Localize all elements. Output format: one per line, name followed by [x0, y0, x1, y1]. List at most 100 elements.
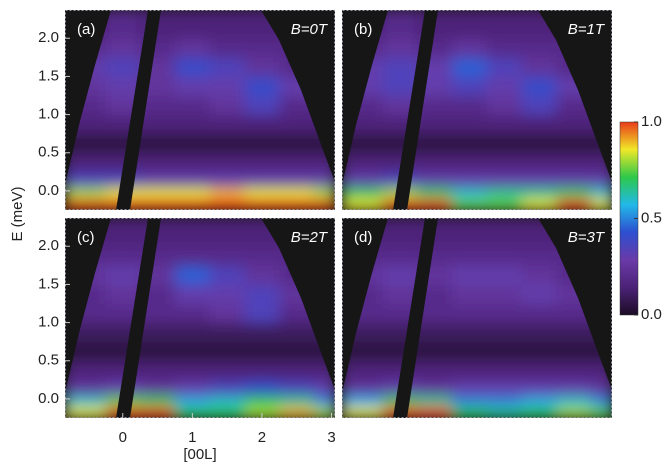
- heatmap-cell: [521, 265, 557, 285]
- heatmap-cell: [209, 114, 246, 135]
- heatmap-cell: [174, 133, 211, 154]
- heatmap-cell: [486, 218, 523, 247]
- heatmap-cell: [209, 38, 246, 58]
- heatmap-cell: [417, 360, 453, 381]
- heatmap-cell: [417, 198, 453, 210]
- heatmap-cell: [140, 360, 176, 381]
- heatmap-cell: [521, 341, 557, 362]
- heatmap-cell: [174, 360, 211, 381]
- heatmap-cell: [244, 187, 280, 200]
- heatmap-cell: [279, 133, 315, 154]
- heatmap-cell: [451, 198, 488, 210]
- x-tick-label: 2: [258, 429, 266, 446]
- heatmap-cell: [140, 187, 176, 200]
- heatmap-cell: [140, 395, 176, 408]
- heatmap-cell: [486, 322, 523, 343]
- heatmap-cell: [342, 360, 383, 381]
- heatmap-cell: [486, 406, 523, 418]
- heatmap-cell: [521, 379, 557, 396]
- heatmap-cell: [174, 171, 211, 188]
- heatmap-cell: [244, 152, 280, 173]
- heatmap-cell: [591, 395, 612, 408]
- heatmap-cell: [174, 114, 211, 135]
- heatmap-cell: [174, 395, 211, 408]
- heatmap-cell: [486, 152, 523, 173]
- heatmap-cell: [556, 360, 592, 381]
- heatmap-cell: [486, 265, 523, 285]
- heatmap-cell: [521, 198, 557, 210]
- heatmap-cell: [174, 284, 211, 304]
- heatmap-cell: [521, 360, 557, 381]
- x-tick-label: 0: [119, 429, 127, 446]
- y-tick-label: 1.0: [38, 314, 59, 331]
- heatmap-cell: [105, 246, 141, 266]
- heatmap-cell: [174, 95, 211, 116]
- heatmap-cell: [314, 198, 335, 210]
- heatmap-cell: [65, 198, 106, 210]
- panel-title: B=1T: [568, 21, 606, 38]
- heatmap-cell: [244, 76, 280, 96]
- heatmap-cell: [279, 114, 315, 135]
- heatmap-cell: [244, 265, 280, 285]
- heatmap-cell: [556, 322, 592, 343]
- heatmap-cell: [342, 152, 383, 173]
- heatmap-cell: [342, 406, 383, 418]
- heatmap-cell: [451, 265, 488, 285]
- heatmap-cell: [279, 187, 315, 200]
- heatmap-cell: [209, 152, 246, 173]
- y-tick-label: 0.0: [38, 390, 59, 407]
- heatmap-cell: [486, 95, 523, 116]
- heatmap-cell: [209, 379, 246, 396]
- heatmap-cell: [486, 10, 523, 39]
- heatmap-cell: [556, 198, 592, 210]
- heatmap-cell: [486, 133, 523, 154]
- y-axis-label: E (meV): [9, 186, 26, 241]
- heatmap-cell: [451, 133, 488, 154]
- heatmap-cell: [591, 187, 612, 200]
- heatmap-cell: [279, 341, 315, 362]
- heatmap-cell: [174, 379, 211, 396]
- heatmap-cell: [209, 133, 246, 154]
- heatmap-cell: [556, 406, 592, 418]
- y-tick-label: 0.0: [38, 182, 59, 199]
- heatmap-cell: [417, 322, 453, 343]
- heatmap-cell: [486, 303, 523, 324]
- heatmap-cell: [451, 303, 488, 324]
- heatmap-cell: [244, 395, 280, 408]
- heatmap-cell: [105, 218, 141, 247]
- heatmap-cell: [244, 246, 280, 266]
- heatmap-clip: [342, 10, 612, 210]
- heatmap-cell: [417, 95, 453, 116]
- heatmap-cell: [314, 379, 335, 396]
- heatmap-cell: [244, 284, 280, 304]
- heatmap-cell: [314, 395, 335, 408]
- heatmap-cell: [521, 38, 557, 58]
- mask-right: [538, 10, 612, 182]
- heatmap-cell: [451, 152, 488, 173]
- heatmap-cell: [209, 265, 246, 285]
- heatmap-cell: [140, 133, 176, 154]
- heatmap-cell: [105, 284, 141, 304]
- heatmap-cell: [65, 187, 106, 200]
- panel-label: (c): [77, 229, 95, 246]
- heatmap-cell: [244, 406, 280, 418]
- heatmap-cell: [451, 95, 488, 116]
- colorbar-tick-label: 0.0: [641, 306, 662, 323]
- heatmap-cell: [382, 38, 418, 58]
- heatmap-cell: [342, 171, 383, 188]
- heatmap-cell: [451, 395, 488, 408]
- mask-wedge: [393, 10, 438, 210]
- heatmap-cell: [65, 171, 106, 188]
- heatmap-clip: [65, 218, 335, 418]
- heatmap-cell: [486, 395, 523, 408]
- panel-frame: [342, 10, 612, 210]
- panel-frame: [342, 218, 612, 418]
- heatmap-cell: [382, 10, 418, 39]
- heatmap-cell: [174, 198, 211, 210]
- mask-wedge: [116, 10, 161, 210]
- heatmap-cell: [174, 152, 211, 173]
- heatmap-cell: [174, 38, 211, 58]
- heatmap-cell: [105, 303, 141, 324]
- heatmap-cell: [105, 265, 141, 285]
